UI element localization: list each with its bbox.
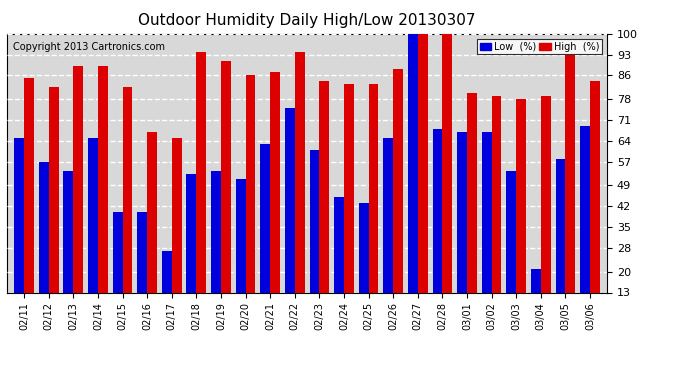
Bar <box>112 212 123 292</box>
Bar <box>147 132 157 292</box>
Bar <box>442 34 452 292</box>
Bar <box>555 159 565 292</box>
Bar <box>491 96 502 292</box>
Bar <box>393 69 403 292</box>
Text: Copyright 2013 Cartronics.com: Copyright 2013 Cartronics.com <box>13 42 165 51</box>
Bar <box>88 138 98 292</box>
Bar <box>531 269 541 292</box>
Bar <box>310 150 319 292</box>
Bar <box>186 174 197 292</box>
Bar <box>14 138 24 292</box>
Bar <box>172 138 181 292</box>
Bar <box>24 78 34 292</box>
Bar <box>580 126 590 292</box>
Legend: Low  (%), High  (%): Low (%), High (%) <box>477 39 602 54</box>
Bar <box>368 84 378 292</box>
Bar <box>49 87 59 292</box>
Bar <box>295 52 304 292</box>
Bar <box>565 55 575 292</box>
Bar <box>467 93 477 292</box>
Bar <box>433 129 442 292</box>
Bar <box>541 96 551 292</box>
Bar <box>285 108 295 292</box>
Bar <box>344 84 354 292</box>
Bar <box>123 87 132 292</box>
Bar <box>270 72 280 292</box>
Bar <box>417 34 428 292</box>
Bar <box>408 34 417 292</box>
Bar <box>334 197 344 292</box>
Bar <box>73 66 83 292</box>
Bar <box>211 171 221 292</box>
Bar <box>63 171 73 292</box>
Title: Outdoor Humidity Daily High/Low 20130307: Outdoor Humidity Daily High/Low 20130307 <box>138 13 476 28</box>
Bar <box>384 138 393 292</box>
Bar <box>516 99 526 292</box>
Bar <box>506 171 516 292</box>
Bar <box>457 132 467 292</box>
Bar <box>590 81 600 292</box>
Bar <box>221 60 230 292</box>
Bar <box>197 52 206 292</box>
Bar <box>319 81 329 292</box>
Bar <box>236 180 246 292</box>
Bar <box>246 75 255 292</box>
Bar <box>98 66 108 292</box>
Bar <box>39 162 49 292</box>
Bar <box>359 203 368 292</box>
Bar <box>260 144 270 292</box>
Bar <box>137 212 147 292</box>
Bar <box>482 132 491 292</box>
Bar <box>162 251 172 292</box>
